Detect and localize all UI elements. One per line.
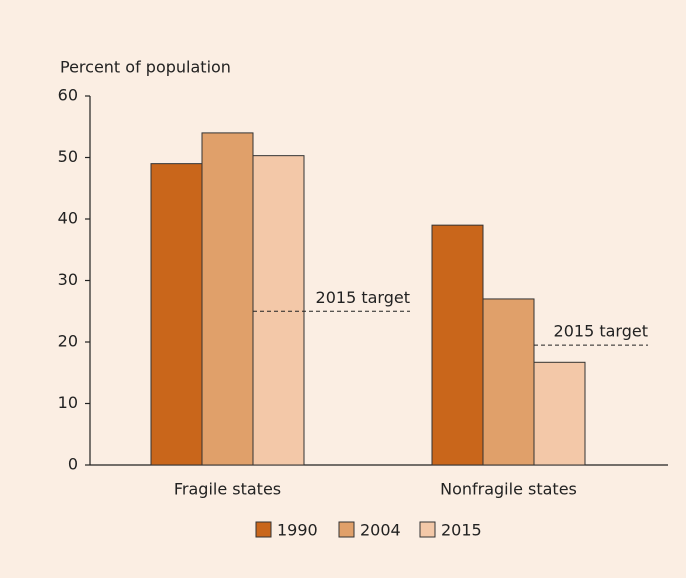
x-tick-label: Nonfragile states	[440, 480, 577, 499]
bar	[201, 132, 254, 466]
y-tick-label: 0	[68, 455, 78, 474]
y-axis-label: Percent of population	[60, 58, 231, 77]
y-tick-label: 20	[58, 332, 78, 351]
bar	[150, 163, 203, 466]
annotation: 2015 target	[316, 288, 410, 307]
legend-swatch	[255, 521, 272, 538]
y-tick-label: 10	[58, 393, 78, 412]
bar	[431, 224, 484, 466]
y-tick-label: 50	[58, 147, 78, 166]
legend-label: 2004	[360, 521, 401, 540]
x-tick-label: Fragile states	[174, 480, 281, 499]
legend-label: 2015	[441, 521, 482, 540]
legend-label: 1990	[277, 521, 318, 540]
y-tick-label: 60	[58, 86, 78, 105]
bar	[252, 155, 305, 466]
y-tick-label: 40	[58, 209, 78, 228]
y-tick-label: 30	[58, 270, 78, 289]
bar	[533, 361, 586, 466]
bar	[482, 298, 535, 466]
annotation: 2015 target	[554, 322, 648, 341]
legend-swatch	[338, 521, 355, 538]
legend-swatch	[419, 521, 436, 538]
